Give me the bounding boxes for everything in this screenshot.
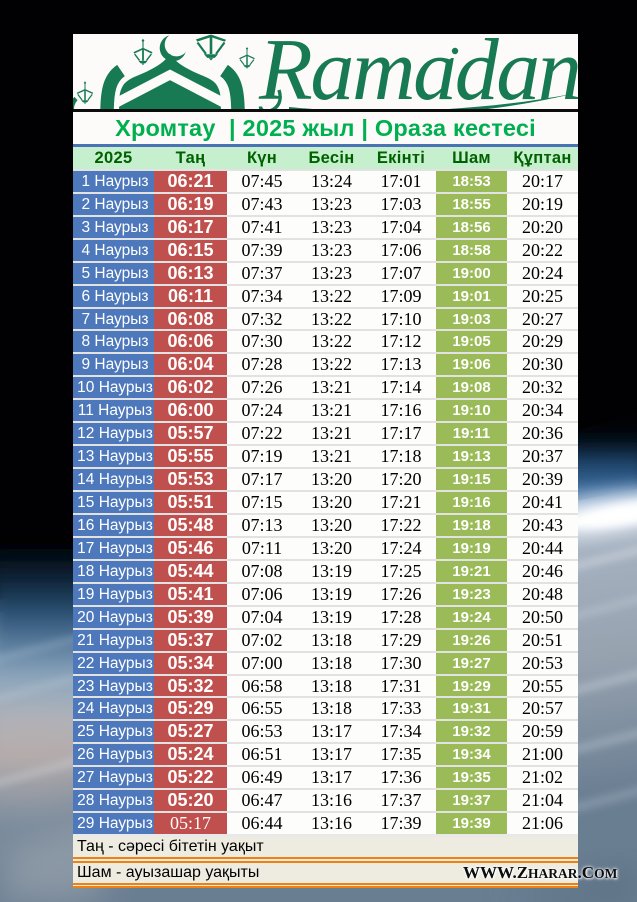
svg-text:Ramadan: Ramadan: [258, 34, 578, 109]
